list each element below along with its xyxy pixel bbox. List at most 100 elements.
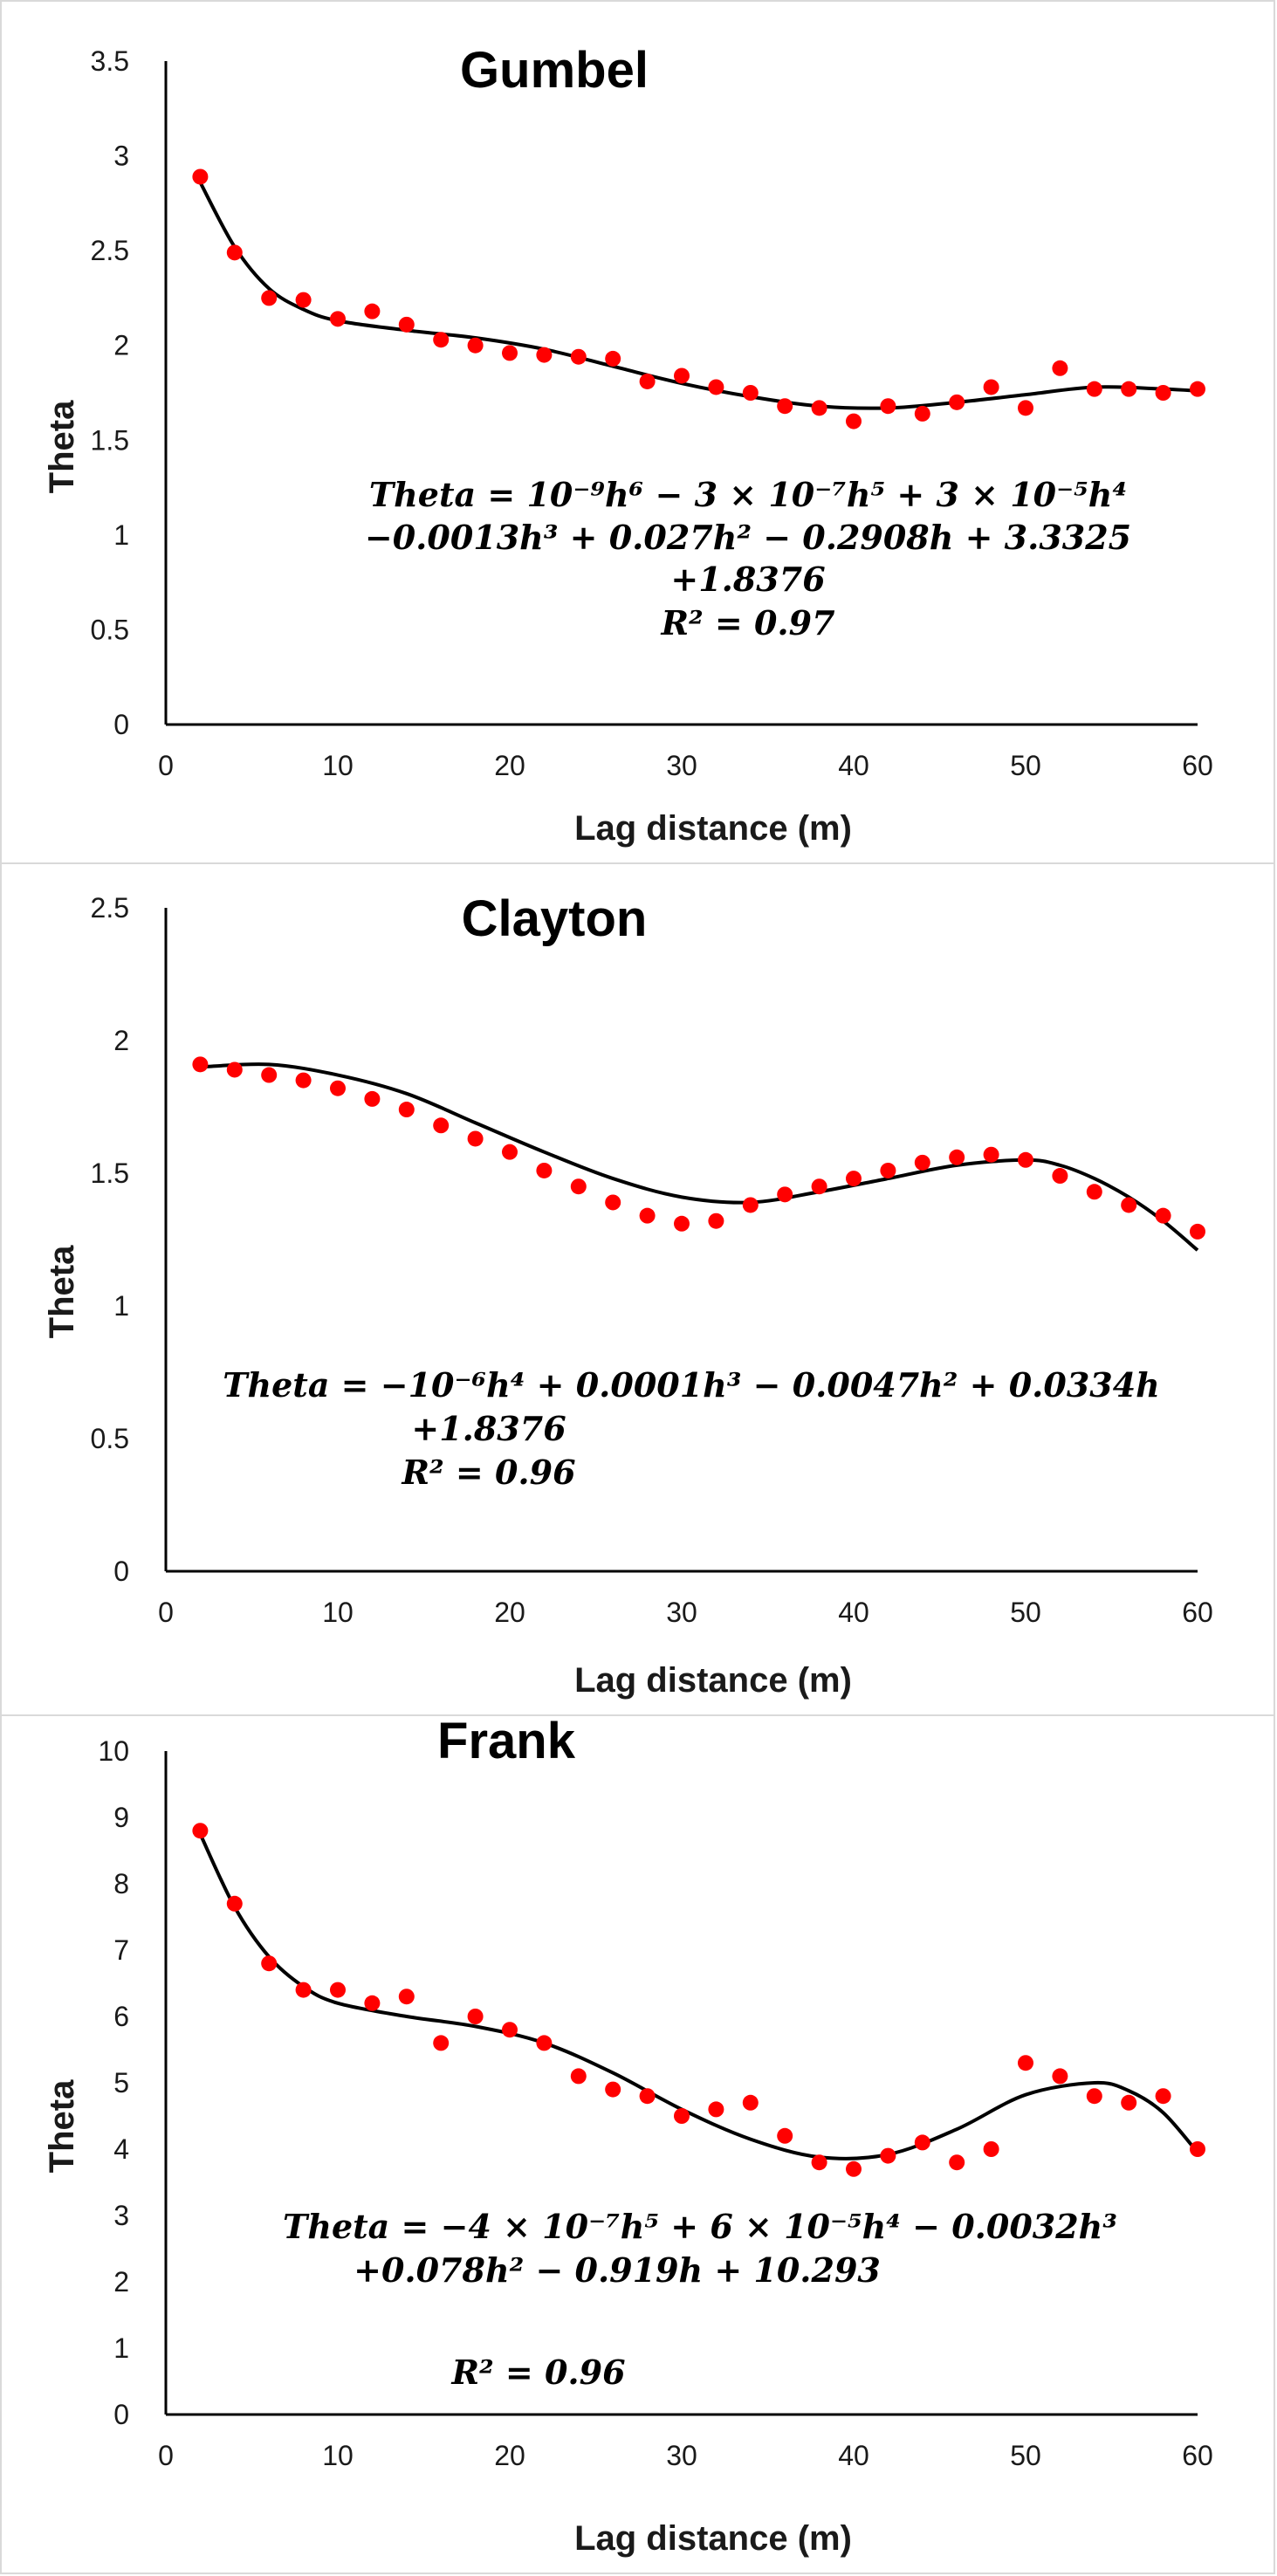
data-point xyxy=(674,1215,690,1232)
equation-line-1: Theta = −4 × 10⁻⁷h⁵ + 6 × 10⁻⁵h⁴ − 0.003… xyxy=(283,2207,1117,2246)
data-point xyxy=(811,2154,827,2171)
x-tick-label: 40 xyxy=(838,2440,869,2471)
trend-line xyxy=(198,182,1198,410)
equation-line-1: Theta = −10⁻⁶h⁴ + 0.0001h³ − 0.0047h² + … xyxy=(223,1365,1160,1405)
x-tick-label: 50 xyxy=(1010,2440,1041,2471)
data-point xyxy=(639,2088,656,2105)
data-point xyxy=(811,1178,827,1195)
data-point xyxy=(467,1130,484,1147)
data-point xyxy=(1052,2068,1068,2085)
data-point xyxy=(674,368,690,384)
data-point xyxy=(502,345,518,361)
data-point xyxy=(1121,1197,1137,1213)
x-tick-label: 0 xyxy=(158,750,174,781)
data-point xyxy=(1121,381,1137,397)
data-point xyxy=(846,1171,862,1187)
data-point xyxy=(880,1162,896,1178)
data-point xyxy=(192,1823,209,1839)
y-tick-label: 1 xyxy=(113,1290,129,1322)
data-point xyxy=(777,1186,793,1203)
data-point xyxy=(777,398,793,415)
y-tick-label: 2.5 xyxy=(91,892,129,924)
data-point xyxy=(605,2081,621,2098)
y-tick-label: 5 xyxy=(113,2067,129,2099)
data-point xyxy=(1018,1151,1033,1168)
data-point xyxy=(742,2094,759,2111)
data-point xyxy=(226,1061,243,1078)
frank-chart: Frank Lag distance (m) Theta Theta = −4 … xyxy=(43,1716,1213,2558)
equation-line-2: +0.078h² − 0.919h + 10.293 xyxy=(354,2250,881,2290)
data-point xyxy=(1190,381,1205,397)
data-point xyxy=(914,405,930,422)
x-tick-label: 10 xyxy=(322,1597,354,1628)
x-axis-title: Lag distance (m) xyxy=(574,1661,852,1700)
data-point xyxy=(398,316,415,333)
data-point xyxy=(1086,1184,1102,1200)
x-tick-label: 30 xyxy=(666,750,697,781)
x-tick-label: 10 xyxy=(322,2440,354,2471)
data-point xyxy=(295,1072,312,1089)
data-point xyxy=(949,1149,965,1165)
clayton-chart-panel: Clayton Lag distance (m) Theta Theta = −… xyxy=(0,862,1275,1716)
y-tick-label: 3.5 xyxy=(91,45,129,77)
r-squared-label: R² = 0.97 xyxy=(660,603,834,642)
y-tick-label: 6 xyxy=(113,2001,129,2032)
data-point xyxy=(1086,2088,1102,2105)
y-tick-label: 1.5 xyxy=(91,424,129,456)
y-axis-title: Theta xyxy=(43,2079,81,2173)
y-axis-title: Theta xyxy=(43,400,81,493)
data-point xyxy=(639,1207,656,1224)
x-tick-label: 60 xyxy=(1182,750,1213,781)
x-tick-label: 0 xyxy=(158,2440,174,2471)
equation-line-1: Theta = 10⁻⁹h⁶ − 3 × 10⁻⁷h⁵ + 3 × 10⁻⁵h⁴ xyxy=(369,475,1127,514)
data-point xyxy=(914,2134,930,2151)
data-point xyxy=(226,1895,243,1912)
y-tick-label: 10 xyxy=(98,1735,129,1767)
data-point xyxy=(398,1989,415,2005)
x-axis-title: Lag distance (m) xyxy=(574,2519,852,2558)
data-point xyxy=(1018,400,1033,416)
data-point xyxy=(330,1080,346,1096)
y-tick-label: 8 xyxy=(113,1868,129,1899)
data-point xyxy=(742,385,759,401)
data-point xyxy=(467,337,484,354)
data-point xyxy=(1052,360,1068,376)
data-point xyxy=(1155,1207,1171,1224)
equation-line-2: −0.0013h³ + 0.027h² − 0.2908h + 3.3325 xyxy=(365,518,1131,557)
data-point xyxy=(914,1154,930,1171)
data-point xyxy=(605,350,621,367)
x-tick-label: 40 xyxy=(838,750,869,781)
data-point xyxy=(570,1178,587,1195)
data-point xyxy=(605,1194,621,1211)
data-point xyxy=(1052,1168,1068,1185)
x-tick-label: 40 xyxy=(838,1597,869,1628)
data-point xyxy=(949,2154,965,2171)
y-tick-label: 9 xyxy=(113,1802,129,1833)
x-tick-label: 60 xyxy=(1182,1597,1213,1628)
data-point xyxy=(570,348,587,365)
r-squared-label: R² = 0.96 xyxy=(401,1453,575,1492)
data-point xyxy=(811,400,827,416)
y-tick-label: 2 xyxy=(113,330,129,361)
trend-line xyxy=(200,1062,1199,1252)
data-point xyxy=(880,398,896,415)
r-squared-label: R² = 0.96 xyxy=(450,2353,625,2392)
data-point xyxy=(536,2035,553,2051)
data-point xyxy=(226,244,243,261)
data-point xyxy=(846,413,862,429)
data-point xyxy=(1155,2088,1171,2105)
data-point xyxy=(1190,2141,1205,2157)
x-tick-label: 30 xyxy=(666,1597,697,1628)
x-tick-label: 20 xyxy=(494,2440,525,2471)
x-tick-label: 50 xyxy=(1010,1597,1041,1628)
y-tick-label: 1.5 xyxy=(91,1157,129,1189)
data-point xyxy=(570,2068,587,2085)
gumbel-chart: Gumbel Lag distance (m) Theta Theta = 10… xyxy=(43,42,1213,848)
data-point xyxy=(364,303,381,319)
data-point xyxy=(398,1102,415,1118)
x-tick-label: 50 xyxy=(1010,750,1041,781)
data-point xyxy=(708,379,724,395)
y-tick-label: 2.5 xyxy=(91,235,129,266)
trend-line xyxy=(198,1833,1199,2160)
chart-title: Frank xyxy=(437,1716,576,1769)
